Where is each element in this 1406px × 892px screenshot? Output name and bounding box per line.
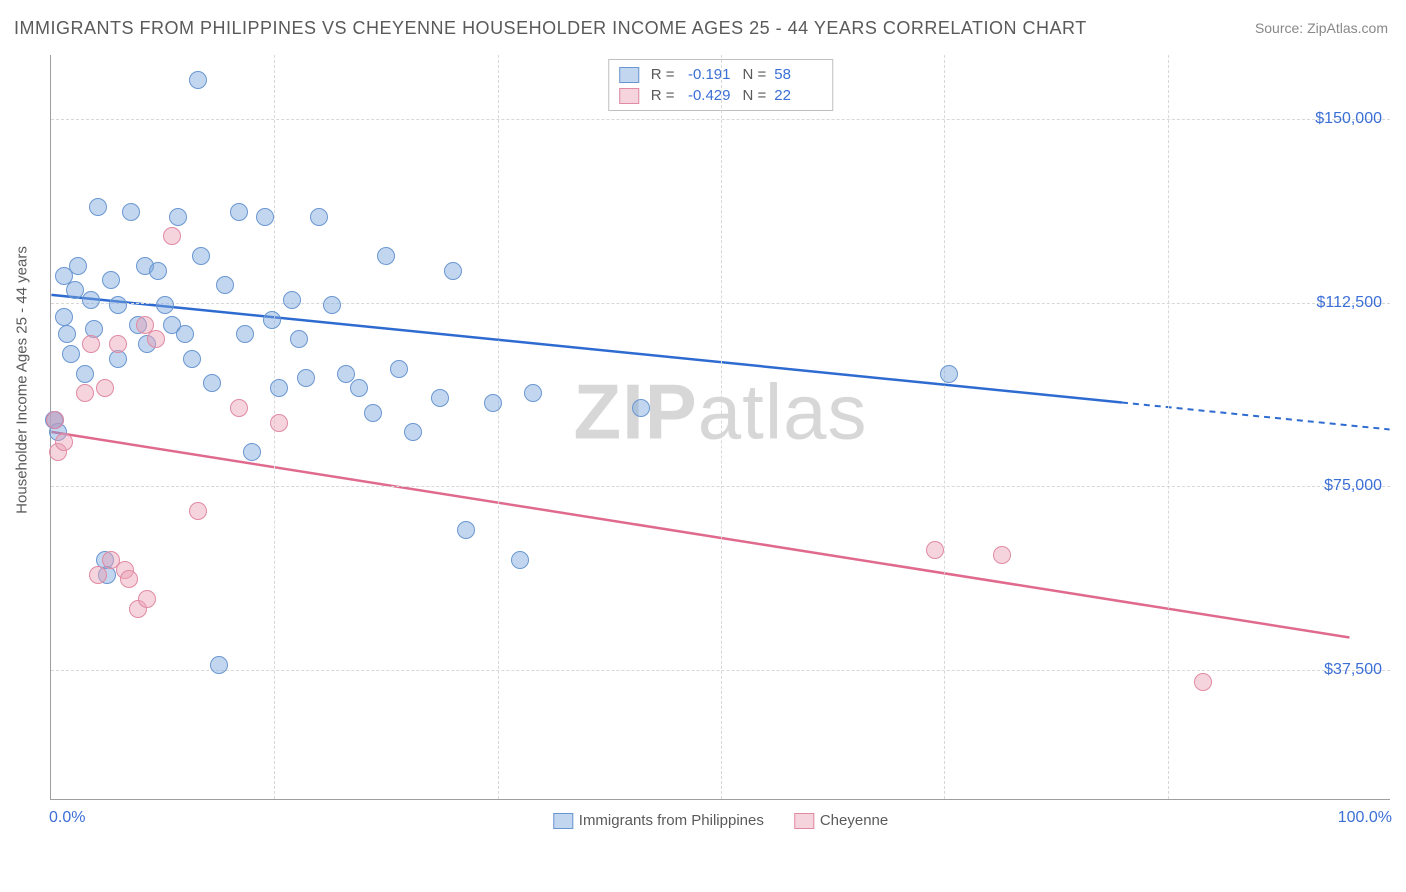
data-point [457, 521, 475, 539]
data-point [263, 311, 281, 329]
data-point [89, 198, 107, 216]
data-point [169, 208, 187, 226]
data-point [147, 330, 165, 348]
data-point [297, 369, 315, 387]
data-point [69, 257, 87, 275]
data-point [89, 566, 107, 584]
trend-line-extrapolated [1122, 403, 1390, 430]
r-value-cheyenne: -0.429 [683, 87, 731, 104]
data-point [203, 374, 221, 392]
y-axis-title: Householder Income Ages 25 - 44 years [14, 246, 31, 514]
trend-line [51, 432, 1349, 638]
data-point [156, 296, 174, 314]
data-point [230, 203, 248, 221]
source-label: Source: [1255, 20, 1307, 36]
data-point [337, 365, 355, 383]
data-point [66, 281, 84, 299]
watermark-atlas: atlas [698, 368, 868, 456]
data-point [109, 296, 127, 314]
x-tick-label: 0.0% [49, 809, 85, 827]
data-point [176, 325, 194, 343]
plot-area: ZIPatlas R = -0.191 N = 58 R = -0.429 N … [50, 55, 1390, 800]
r-label: R = [651, 66, 675, 83]
data-point [62, 345, 80, 363]
data-point [431, 389, 449, 407]
data-point [55, 308, 73, 326]
data-point [163, 227, 181, 245]
data-point [230, 399, 248, 417]
data-point [192, 247, 210, 265]
n-label: N = [743, 87, 767, 104]
y-tick-label: $37,500 [1324, 661, 1382, 679]
data-point [511, 551, 529, 569]
n-label: N = [743, 66, 767, 83]
data-point [310, 208, 328, 226]
data-point [290, 330, 308, 348]
legend-swatch-cheyenne-bottom [794, 813, 814, 829]
data-point [444, 262, 462, 280]
data-point [390, 360, 408, 378]
data-point [216, 276, 234, 294]
data-point [102, 271, 120, 289]
data-point [940, 365, 958, 383]
r-value-philippines: -0.191 [683, 66, 731, 83]
data-point [283, 291, 301, 309]
data-point [109, 335, 127, 353]
data-point [120, 570, 138, 588]
data-point [76, 384, 94, 402]
gridline-v [721, 55, 722, 799]
data-point [926, 541, 944, 559]
x-tick-label: 100.0% [1338, 809, 1392, 827]
gridline-v [944, 55, 945, 799]
data-point [270, 414, 288, 432]
data-point [76, 365, 94, 383]
legend-swatch-cheyenne [619, 88, 639, 104]
data-point [236, 325, 254, 343]
data-point [82, 335, 100, 353]
data-point [55, 433, 73, 451]
r-label: R = [651, 87, 675, 104]
data-point [364, 404, 382, 422]
data-point [632, 399, 650, 417]
source-attribution: Source: ZipAtlas.com [1255, 20, 1388, 36]
series-legend: Immigrants from Philippines Cheyenne [553, 812, 888, 829]
data-point [210, 656, 228, 674]
chart-title: IMMIGRANTS FROM PHILIPPINES VS CHEYENNE … [14, 18, 1087, 39]
data-point [243, 443, 261, 461]
data-point [46, 411, 64, 429]
legend-item-philippines: Immigrants from Philippines [553, 812, 764, 829]
data-point [256, 208, 274, 226]
y-tick-label: $75,000 [1324, 477, 1382, 495]
n-value-cheyenne: 22 [774, 87, 822, 104]
data-point [484, 394, 502, 412]
data-point [189, 71, 207, 89]
data-point [58, 325, 76, 343]
data-point [82, 291, 100, 309]
gridline-v [1168, 55, 1169, 799]
data-point [189, 502, 207, 520]
data-point [138, 590, 156, 608]
legend-item-cheyenne: Cheyenne [794, 812, 888, 829]
n-value-philippines: 58 [774, 66, 822, 83]
data-point [993, 546, 1011, 564]
gridline-v [498, 55, 499, 799]
data-point [122, 203, 140, 221]
series-name-cheyenne: Cheyenne [820, 812, 888, 829]
data-point [404, 423, 422, 441]
data-point [350, 379, 368, 397]
y-tick-label: $150,000 [1315, 110, 1382, 128]
data-point [96, 379, 114, 397]
data-point [270, 379, 288, 397]
series-name-philippines: Immigrants from Philippines [579, 812, 764, 829]
legend-swatch-philippines [619, 67, 639, 83]
data-point [149, 262, 167, 280]
source-value: ZipAtlas.com [1307, 20, 1388, 36]
data-point [377, 247, 395, 265]
data-point [1194, 673, 1212, 691]
data-point [183, 350, 201, 368]
y-tick-label: $112,500 [1316, 294, 1382, 312]
data-point [323, 296, 341, 314]
legend-swatch-philippines-bottom [553, 813, 573, 829]
data-point [524, 384, 542, 402]
